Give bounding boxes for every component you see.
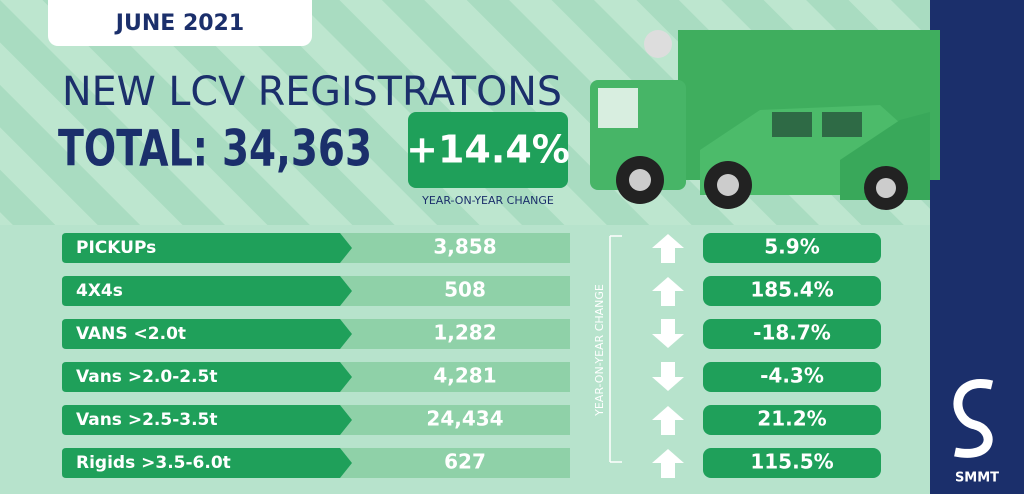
row-name: Vans >2.5-3.5t	[76, 410, 218, 430]
vehicles	[590, 30, 940, 210]
side-label: YEAR-ON-YEAR CHANGE	[593, 284, 606, 417]
change-pill	[703, 405, 881, 435]
value-bar	[340, 448, 570, 478]
row-change: 115.5%	[750, 450, 833, 474]
row-name: Vans >2.0-2.5t	[76, 367, 218, 387]
change-pill	[703, 276, 881, 306]
row-change: -18.7%	[753, 321, 831, 345]
date: JUNE 2021	[114, 11, 244, 36]
name-bar	[62, 319, 352, 349]
row-name: Rigids >3.5-6.0t	[76, 453, 231, 473]
direction-arrow	[652, 406, 684, 435]
row-value: 508	[444, 278, 486, 302]
side-bar	[930, 0, 1024, 494]
total-value: 34,363	[222, 120, 372, 178]
value-bar	[340, 362, 570, 392]
logo: SMMT	[953, 379, 999, 486]
direction-arrow	[652, 277, 684, 306]
name-bar	[62, 448, 352, 478]
row-change: 21.2%	[757, 407, 826, 431]
row-name: PICKUPs	[76, 238, 156, 258]
value-bar	[340, 319, 570, 349]
row-value: 627	[444, 450, 486, 474]
row-value: 3,858	[433, 235, 496, 259]
change-pill	[703, 233, 881, 263]
row-value: 4,281	[433, 364, 496, 388]
row-value: 24,434	[426, 407, 503, 431]
change-label: YEAR-ON-YEAR CHANGE	[421, 194, 554, 207]
value-bar	[340, 405, 570, 435]
row-change: -4.3%	[760, 364, 824, 388]
name-bar	[62, 276, 352, 306]
direction-arrow	[652, 234, 684, 263]
title: NEW LCV REGISTRATONS	[62, 69, 562, 115]
direction-arrow	[652, 362, 684, 391]
change-pill	[703, 448, 881, 478]
row-change: 5.9%	[764, 235, 819, 259]
row-name: VANS <2.0t	[76, 324, 186, 344]
row-name: 4X4s	[76, 281, 123, 301]
bracket	[609, 235, 622, 463]
logo-text: SMMT	[955, 471, 999, 486]
value-bar	[340, 233, 570, 263]
name-bar	[62, 233, 352, 263]
rows: PICKUPs 3,858 5.9% 4X4s 508 185.4% VANS <2.0t 1…	[62, 233, 881, 478]
value-bar	[340, 276, 570, 306]
change-box	[408, 112, 568, 188]
change-pill	[703, 362, 881, 392]
total-label: TOTAL:	[58, 120, 208, 178]
date-box	[48, 0, 312, 46]
direction-arrow	[652, 449, 684, 478]
total-change: +14.4%	[406, 128, 570, 172]
change-pill	[703, 319, 881, 349]
row-value: 1,282	[433, 321, 496, 345]
name-bar	[62, 405, 352, 435]
row-change: 185.4%	[750, 278, 833, 302]
name-bar	[62, 362, 352, 392]
direction-arrow	[652, 319, 684, 348]
